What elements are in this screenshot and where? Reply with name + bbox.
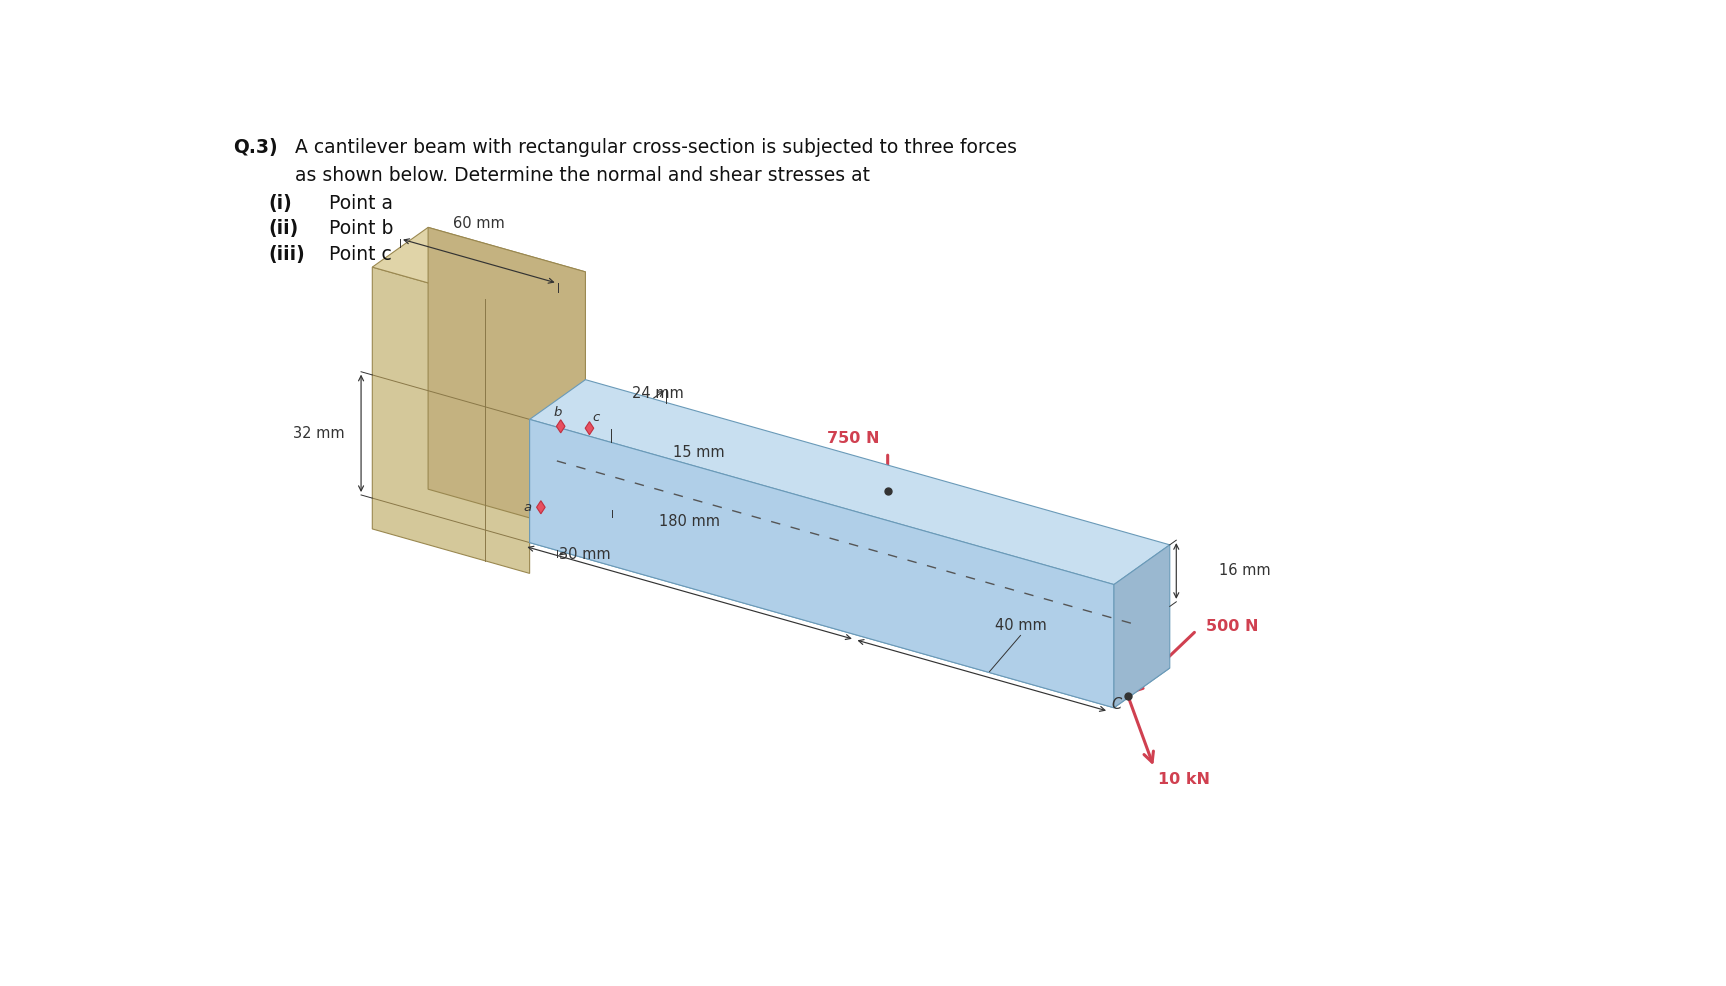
Text: 16 mm: 16 mm	[1219, 563, 1270, 579]
Polygon shape	[537, 501, 545, 514]
Text: 10 kN: 10 kN	[1158, 772, 1210, 787]
Text: 40 mm: 40 mm	[994, 618, 1046, 633]
Polygon shape	[373, 228, 585, 312]
Text: 30 mm: 30 mm	[559, 546, 611, 562]
Text: Point a: Point a	[323, 194, 394, 213]
Text: Point b: Point b	[323, 219, 394, 239]
Text: 32 mm: 32 mm	[293, 426, 343, 441]
Polygon shape	[530, 503, 1170, 708]
Polygon shape	[530, 380, 1170, 585]
Text: (i): (i)	[269, 194, 292, 213]
Polygon shape	[1113, 545, 1170, 708]
Text: 180 mm: 180 mm	[659, 515, 720, 529]
Polygon shape	[556, 420, 564, 433]
Text: (ii): (ii)	[269, 219, 299, 239]
Text: C: C	[1112, 697, 1122, 713]
Text: Point c: Point c	[323, 245, 392, 263]
Text: 750 N: 750 N	[827, 431, 880, 447]
Text: 15 mm: 15 mm	[673, 445, 725, 460]
Text: c: c	[592, 410, 601, 424]
Text: 60 mm: 60 mm	[452, 216, 504, 231]
Text: (iii): (iii)	[269, 245, 306, 263]
Polygon shape	[428, 228, 585, 533]
Text: A cantilever beam with rectangular cross-section is subjected to three forces: A cantilever beam with rectangular cross…	[295, 138, 1017, 158]
Text: Q.3): Q.3)	[233, 138, 278, 158]
Text: as shown below. Determine the normal and shear stresses at: as shown below. Determine the normal and…	[295, 166, 870, 185]
Text: 24 mm: 24 mm	[632, 386, 683, 401]
Text: b: b	[554, 405, 561, 419]
Polygon shape	[530, 419, 1113, 708]
Text: 500 N: 500 N	[1206, 619, 1258, 634]
Text: a: a	[523, 501, 532, 514]
Polygon shape	[373, 267, 530, 574]
Polygon shape	[585, 422, 594, 435]
